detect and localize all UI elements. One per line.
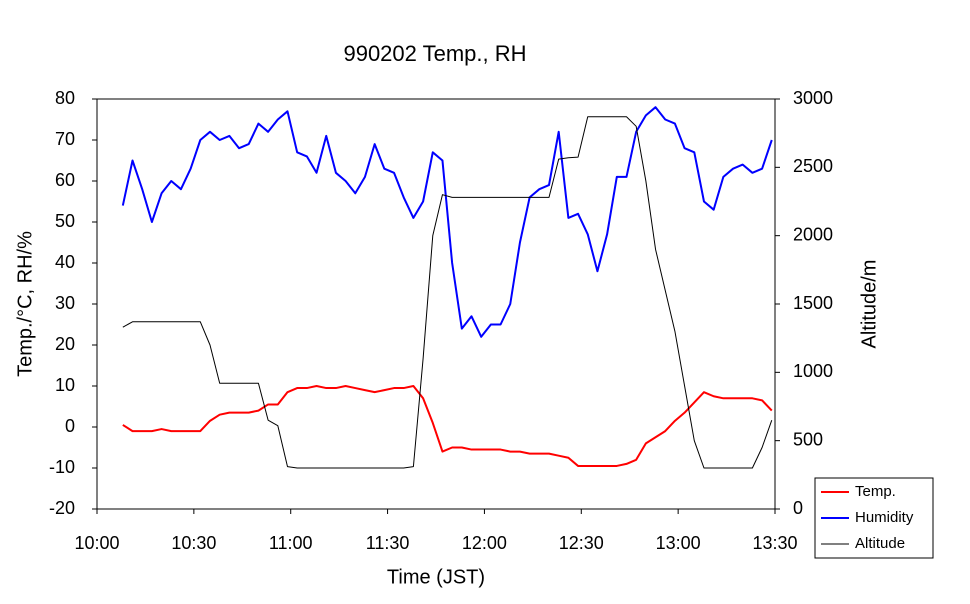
- chart-title: 990202 Temp., RH: [343, 41, 526, 66]
- y-tick-label: 50: [55, 211, 75, 231]
- y-tick-label: 20: [55, 334, 75, 354]
- y-tick-label: 40: [55, 252, 75, 272]
- x-tick-label: 12:30: [559, 533, 604, 553]
- series-line: [122, 116, 773, 469]
- legend-label: Humidity: [855, 509, 914, 526]
- x-tick-label: 11:00: [269, 533, 313, 553]
- y-tick-label: 10: [55, 375, 75, 395]
- y-axis-label: Temp./°C, RH/%: [14, 231, 36, 377]
- x-tick-label: 13:30: [752, 533, 797, 553]
- legend-label: Altitude: [855, 535, 905, 552]
- plot-frame: [96, 98, 776, 510]
- legend-label: Temp.: [855, 483, 896, 500]
- y-tick-label: -20: [49, 498, 75, 518]
- y2-tick-label: 1000: [793, 361, 833, 381]
- y2-tick-label: 1500: [793, 293, 833, 313]
- y-tick-label: -10: [49, 457, 75, 477]
- y2-tick-label: 0: [793, 498, 803, 518]
- x-tick-label: 13:00: [656, 533, 701, 553]
- x-tick-label: 10:30: [171, 533, 216, 553]
- series-line: [121, 106, 773, 338]
- y2-tick-label: 2000: [793, 224, 833, 244]
- x-tick-label: 11:30: [366, 533, 410, 553]
- y2-tick-label: 2500: [793, 156, 833, 176]
- y2-axis-label: Altitude/m: [858, 260, 880, 349]
- y2-tick-label: 500: [793, 429, 823, 449]
- x-axis-label: Time (JST): [387, 566, 485, 588]
- y-tick-label: 70: [55, 129, 75, 149]
- y-tick-label: 60: [55, 170, 75, 190]
- y2-tick-label: 3000: [793, 88, 833, 108]
- series-line: [122, 385, 773, 467]
- y-tick-label: 30: [55, 293, 75, 313]
- x-tick-label: 12:00: [462, 533, 507, 553]
- x-tick-label: 10:00: [74, 533, 119, 553]
- y-tick-label: 0: [65, 416, 75, 436]
- y-tick-label: 80: [55, 88, 75, 108]
